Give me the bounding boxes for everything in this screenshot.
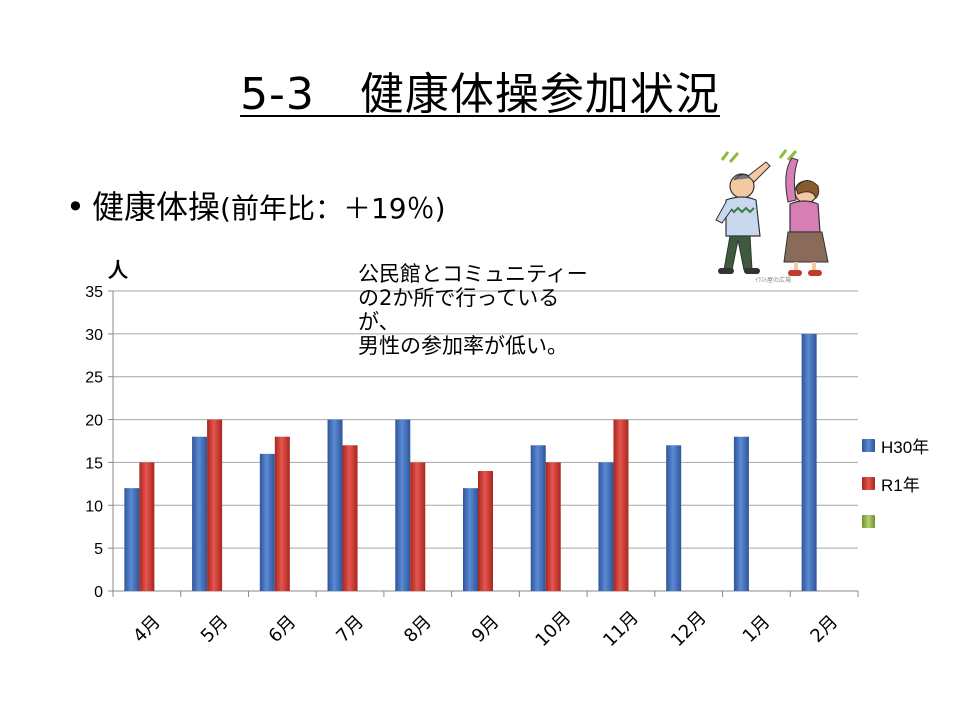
bullet-text: • 健康体操(前年比：＋19％) xyxy=(66,182,446,228)
annotation-note: 公民館とコミュニティー の2か所で行っている が、 男性の参加率が低い。 xyxy=(358,262,588,358)
bar-r1-9月 xyxy=(478,471,493,591)
x-tick-label: 11月 xyxy=(599,607,643,651)
x-tick-label: 4月 xyxy=(129,611,165,647)
bullet-dot: • xyxy=(66,188,85,226)
chart-bars xyxy=(124,333,817,591)
bar-r1-7月 xyxy=(342,445,358,591)
legend-item-series3 xyxy=(862,502,929,540)
chart-grid xyxy=(108,290,859,597)
exercise-illustration: ｲﾗｽﾄ屋の広場 xyxy=(715,149,829,284)
bar-h30-2月 xyxy=(801,333,817,591)
y-tick-label: 30 xyxy=(85,327,103,344)
bar-h30-6月 xyxy=(259,453,275,591)
bar-r1-11月 xyxy=(613,419,629,591)
x-tick-label: 2月 xyxy=(806,611,842,647)
bar-h30-10月 xyxy=(530,445,546,591)
illustration-caption: ｲﾗｽﾄ屋の広場 xyxy=(755,276,791,284)
x-tick-label: 8月 xyxy=(400,611,436,647)
x-axis-ticks: 4月 5月 6月 7月 8月 9月 10月 11月 12月 1月 2月 xyxy=(129,607,842,651)
bar-h30-5月 xyxy=(192,436,208,591)
bar-h30-1月 xyxy=(733,436,749,591)
bar-h30-12月 xyxy=(666,445,682,591)
x-tick-label: 9月 xyxy=(468,611,504,647)
bar-h30-4月 xyxy=(124,488,140,591)
x-tick-label: 12月 xyxy=(667,607,711,651)
y-axis-unit: 人 xyxy=(108,258,128,282)
bar-r1-5月 xyxy=(207,419,223,591)
x-tick-label: 10月 xyxy=(531,607,575,651)
y-tick-label: 20 xyxy=(85,413,103,430)
x-tick-label: 6月 xyxy=(265,611,301,647)
legend-swatch-series3 xyxy=(862,514,875,528)
x-tick-label: 7月 xyxy=(332,611,368,647)
bar-r1-4月 xyxy=(139,462,155,591)
x-tick-label: 1月 xyxy=(739,611,775,647)
legend-label-r1: R1年 xyxy=(881,475,920,495)
bar-h30-7月 xyxy=(327,419,343,591)
y-tick-label: 10 xyxy=(85,498,103,515)
chart-legend: H30年 R1年 xyxy=(862,426,929,540)
y-tick-label: 5 xyxy=(94,541,103,558)
legend-item-h30: H30年 xyxy=(862,426,929,464)
bar-r1-8月 xyxy=(410,462,426,591)
slide-title: 5-3 健康体操参加状況 xyxy=(240,69,720,120)
legend-swatch-h30 xyxy=(862,438,875,452)
bullet-main: 健康体操 xyxy=(92,188,221,226)
y-tick-label: 35 xyxy=(85,284,103,301)
legend-label-h30: H30年 xyxy=(881,437,930,457)
y-tick-label: 0 xyxy=(94,584,103,601)
bar-r1-6月 xyxy=(274,436,290,591)
y-tick-label: 25 xyxy=(85,370,103,387)
bar-h30-11月 xyxy=(598,462,614,591)
x-tick-label: 5月 xyxy=(197,611,233,647)
bar-r1-10月 xyxy=(545,462,561,591)
y-axis-ticks: 0 5 10 15 20 25 30 35 xyxy=(85,284,103,601)
legend-swatch-r1 xyxy=(862,476,875,490)
legend-item-r1: R1年 xyxy=(862,464,929,502)
y-tick-label: 15 xyxy=(85,455,103,472)
bar-h30-8月 xyxy=(395,419,411,591)
bullet-ratio: (前年比：＋19％) xyxy=(220,192,446,225)
bar-h30-9月 xyxy=(463,488,478,591)
